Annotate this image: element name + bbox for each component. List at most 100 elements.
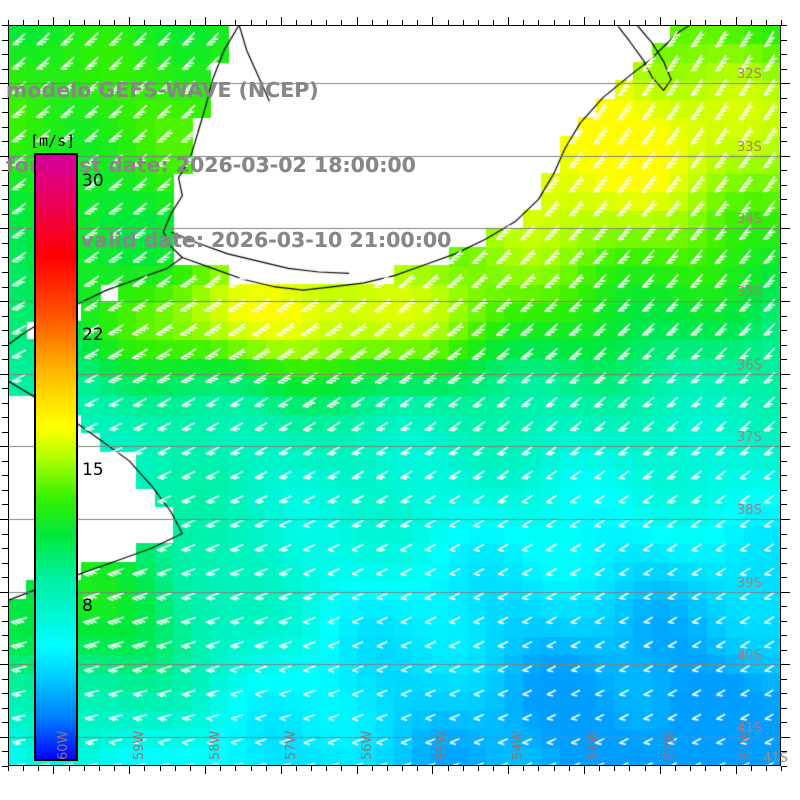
tick-mark <box>144 20 145 25</box>
tick-mark <box>2 359 8 360</box>
tick-mark <box>554 20 555 25</box>
lat-label-39S: 39S <box>737 575 762 591</box>
tick-mark <box>23 20 24 25</box>
tick-mark <box>781 20 782 25</box>
colorbar <box>34 153 78 761</box>
tick-mark <box>2 25 8 26</box>
tick-mark <box>736 766 737 774</box>
tick-mark <box>220 766 221 771</box>
tick-mark <box>720 766 721 771</box>
tick-mark <box>38 766 39 771</box>
tick-mark <box>417 20 418 25</box>
tick-mark <box>341 766 342 771</box>
tick-mark <box>2 316 8 317</box>
lon-label-58W: 58W <box>208 730 224 760</box>
lat-label-34S: 34S <box>737 212 762 228</box>
tick-mark <box>584 766 585 774</box>
tick-mark <box>781 359 787 360</box>
tick-mark <box>0 156 8 157</box>
tick-mark <box>2 722 8 723</box>
tick-mark <box>584 17 585 25</box>
tick-mark <box>705 20 706 25</box>
tick-mark <box>523 20 524 25</box>
lon-label-57W: 57W <box>283 730 299 760</box>
tick-mark <box>402 766 403 771</box>
tick-mark <box>2 432 8 433</box>
tick-mark <box>2 534 8 535</box>
lat-label-40S: 40S <box>737 648 762 664</box>
tick-mark <box>2 693 8 694</box>
tick-mark <box>781 170 787 171</box>
tick-mark <box>281 766 282 774</box>
tick-mark <box>251 766 252 771</box>
tick-mark <box>569 766 570 771</box>
tick-mark <box>781 112 787 113</box>
tick-mark <box>781 374 790 375</box>
lon-label-56W: 56W <box>359 730 375 760</box>
tick-mark <box>2 330 8 331</box>
lat-label-33S: 33S <box>737 139 762 155</box>
tick-mark <box>114 20 115 25</box>
lon-label-52W: 52W <box>662 730 678 760</box>
tick-mark <box>2 708 8 709</box>
tick-mark <box>2 98 8 99</box>
lon-label-53W: 53W <box>586 730 602 760</box>
tick-mark <box>781 490 787 491</box>
tick-mark <box>190 766 191 771</box>
tick-mark <box>478 766 479 771</box>
title-line-valid: valid date: 2026-03-10 21:00:00 <box>80 228 452 252</box>
tick-mark <box>675 766 676 771</box>
tick-mark <box>190 20 191 25</box>
tick-mark <box>2 766 8 767</box>
tick-mark <box>523 766 524 771</box>
tick-mark <box>432 766 433 774</box>
tick-mark <box>629 766 630 771</box>
tick-mark <box>781 577 787 578</box>
tick-mark <box>463 766 464 771</box>
tick-mark <box>781 519 790 520</box>
tick-mark <box>781 69 787 70</box>
tick-mark <box>599 766 600 771</box>
tick-mark <box>781 25 787 26</box>
tick-mark <box>781 766 782 771</box>
tick-mark <box>281 17 282 25</box>
tick-mark <box>2 650 8 651</box>
tick-mark <box>2 243 8 244</box>
lon-label-59W: 59W <box>132 730 148 760</box>
colorbar-tick-30: 30 <box>82 170 104 191</box>
tick-mark <box>0 737 8 738</box>
tick-mark <box>129 17 130 25</box>
lat-label-38S: 38S <box>737 503 762 518</box>
tick-mark <box>2 635 8 636</box>
tick-mark <box>781 664 790 665</box>
tick-mark <box>448 20 449 25</box>
graticule-grid <box>8 25 781 766</box>
tick-mark <box>372 20 373 25</box>
tick-mark <box>2 141 8 142</box>
tick-mark <box>2 461 8 462</box>
tick-mark <box>781 635 787 636</box>
tick-mark <box>341 20 342 25</box>
tick-mark <box>781 330 787 331</box>
tick-mark <box>781 388 787 389</box>
tick-mark <box>660 766 661 774</box>
tick-mark <box>2 272 8 273</box>
tick-mark <box>311 20 312 25</box>
tick-mark <box>781 316 787 317</box>
tick-mark <box>326 20 327 25</box>
tick-mark <box>614 766 615 771</box>
colorbar-tick-15: 15 <box>82 460 104 481</box>
tick-mark <box>781 345 787 346</box>
tick-mark <box>766 20 767 25</box>
tick-mark <box>2 287 8 288</box>
tick-mark <box>781 722 787 723</box>
lat-label-36S: 36S <box>737 357 762 373</box>
tick-mark <box>205 17 206 25</box>
tick-mark <box>2 490 8 491</box>
tick-mark <box>705 766 706 771</box>
colorbar-tick-22: 22 <box>82 325 104 346</box>
lon-label-55W: 55W <box>435 730 451 760</box>
corner-latitude-label: 41S <box>763 751 788 766</box>
tick-mark <box>8 20 9 25</box>
tick-mark <box>781 708 787 709</box>
